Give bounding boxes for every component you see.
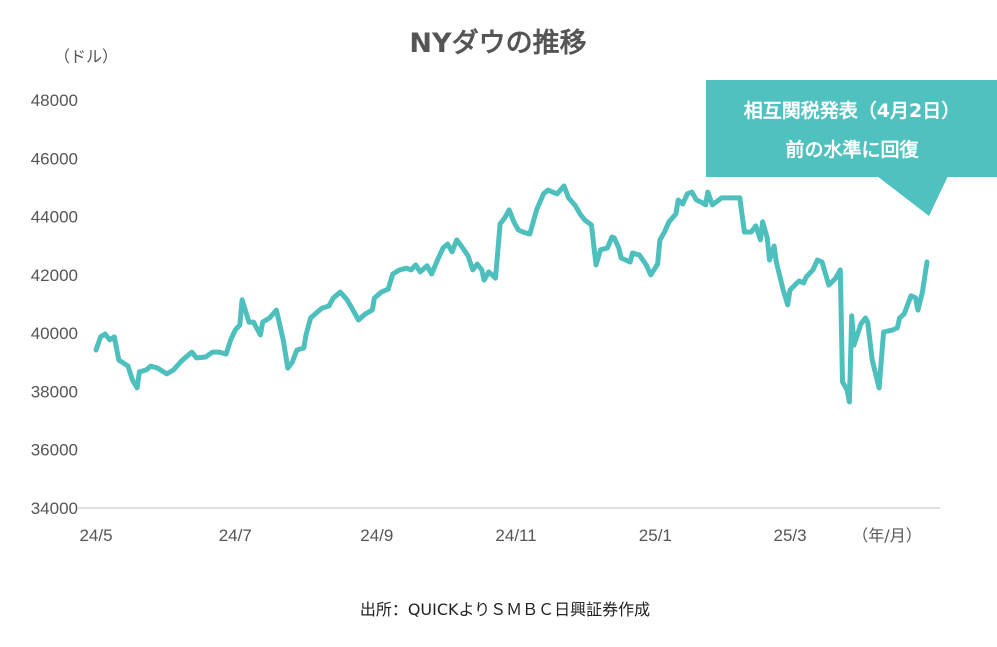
source-note: 出所：QUICKよりＳＭＢＣ日興証券作成: [360, 600, 650, 619]
y-tick-label: 46000: [31, 149, 78, 168]
y-tick-label: 42000: [31, 266, 78, 285]
callout-line-2: 前の水準に回復: [785, 138, 919, 161]
callout-pointer: [877, 176, 948, 216]
x-tick-label: 24/5: [79, 526, 112, 545]
x-axis: 24/5 24/7 24/9 24/11 25/1 25/3: [79, 526, 806, 545]
y-tick-label: 40000: [31, 324, 78, 343]
callout-line-1: 相互関税発表（4月2日）: [744, 99, 960, 122]
x-tick-label: 25/3: [773, 526, 806, 545]
series-line: [93, 183, 930, 405]
y-tick-label: 48000: [31, 91, 78, 110]
chart-title: NYダウの推移: [409, 27, 586, 59]
y-tick-label: 38000: [31, 382, 78, 401]
y-tick-label: 34000: [31, 499, 78, 518]
annotation-callout: 相互関税発表（4月2日） 前の水準に回復: [706, 80, 997, 216]
x-tick-label: 24/9: [360, 526, 393, 545]
x-tick-label: 25/1: [639, 526, 672, 545]
x-tick-label: 24/11: [495, 526, 536, 545]
callout-box: [706, 80, 997, 177]
x-axis-unit: （年/月）: [852, 526, 921, 545]
x-tick-label: 24/7: [219, 526, 252, 545]
y-tick-label: 36000: [31, 441, 78, 460]
y-axis-unit: （ドル）: [54, 47, 118, 66]
y-tick-label: 44000: [31, 208, 78, 227]
y-axis: 34000 36000 38000 40000 42000 44000 46000 48000: [31, 91, 78, 518]
